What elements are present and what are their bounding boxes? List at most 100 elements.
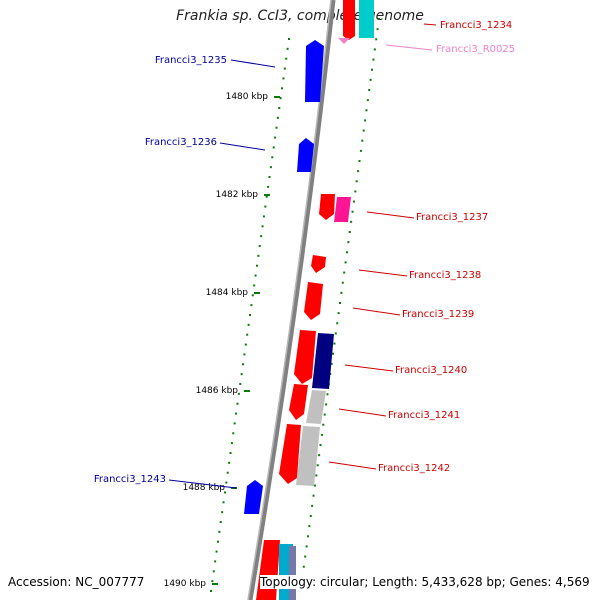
tick-dot — [308, 525, 311, 528]
tick-dot — [344, 261, 347, 264]
tick-dot — [364, 119, 367, 122]
tick-dot — [376, 28, 379, 31]
gene-label[interactable]: Francci3_1237 — [416, 212, 488, 223]
tick-dot — [341, 281, 344, 284]
tick-dot — [369, 78, 372, 81]
tick-dot — [218, 530, 221, 533]
gene-label[interactable]: Francci3_1239 — [402, 309, 474, 320]
tick-dot — [223, 491, 226, 494]
tick-dot — [351, 210, 354, 213]
tick-dot — [262, 215, 265, 218]
scale-label: 1480 kbp — [226, 92, 269, 102]
tick-dot — [340, 291, 343, 294]
gene-label[interactable]: Francci3_1242 — [378, 463, 450, 474]
gene-francci3-1237[interactable] — [319, 194, 335, 220]
gene-label[interactable]: Francci3_1240 — [395, 365, 467, 376]
tick-dot — [306, 535, 309, 538]
tick-dot — [226, 471, 229, 474]
tick-dot — [323, 413, 326, 416]
tick-dot — [361, 139, 364, 142]
gene-francci3-1238[interactable] — [311, 255, 326, 273]
tick-dot — [216, 540, 219, 543]
rna-feature-1237[interactable] — [334, 197, 351, 222]
tick-dot — [368, 89, 371, 91]
tick-dot — [282, 77, 285, 80]
tick-dot — [345, 251, 348, 254]
tick-dot — [326, 393, 329, 396]
tick-dot — [249, 314, 251, 316]
tick-dot — [269, 166, 272, 169]
tick-dot — [313, 484, 316, 487]
tick-dot — [233, 422, 236, 425]
tick-dot — [333, 342, 336, 345]
gene-francci3-1234[interactable] — [343, 0, 355, 40]
tick-dot — [243, 353, 246, 356]
gene-label[interactable]: Francci3_1238 — [409, 270, 481, 281]
label-leader-line — [168, 479, 237, 489]
pseudo-gene-1242[interactable] — [296, 426, 320, 486]
tick-dot — [343, 271, 346, 274]
gene-label[interactable]: Francci3_1236 — [145, 137, 217, 148]
tick-dot — [215, 550, 218, 553]
tick-dot — [375, 38, 378, 41]
tick-dot — [334, 332, 337, 335]
gene-francci3-1243[interactable] — [244, 480, 263, 514]
tick-dot — [255, 264, 258, 267]
gene-label[interactable]: Francci3_1241 — [388, 410, 460, 421]
tick-dot — [212, 570, 215, 573]
gene-francci3-1240-dark[interactable] — [312, 333, 334, 389]
tick-dot — [242, 363, 245, 366]
tick-dot — [357, 170, 360, 173]
pseudo-gene-1241[interactable] — [306, 390, 326, 424]
gene-francci3-1240[interactable] — [294, 330, 316, 384]
accession-label: Accession: NC_007777 — [8, 575, 145, 589]
tick-dot — [286, 47, 289, 50]
tick-dot — [339, 302, 341, 304]
tick-dot — [221, 511, 224, 514]
tick-dot — [251, 294, 254, 297]
tick-dot — [311, 504, 314, 507]
tick-dot — [371, 68, 374, 71]
tick-dot — [253, 284, 256, 287]
gene-label[interactable]: Francci3_1235 — [155, 55, 227, 66]
tick-dot — [232, 432, 235, 435]
tick-dot — [358, 160, 361, 162]
tick-dot — [348, 231, 351, 233]
tick-dot — [347, 241, 350, 244]
gene-label[interactable]: Francci3_1243 — [94, 474, 166, 485]
tick-dot — [330, 362, 333, 365]
tick-dot — [246, 333, 249, 336]
gene-francci3-1241[interactable] — [289, 384, 308, 420]
scale-label: 1482 kbp — [216, 190, 259, 200]
label-leader-line — [423, 23, 437, 26]
gene-label[interactable]: Francci3_1234 — [440, 20, 512, 31]
topology-label: Topology: circular; Length: 5,433,628 bp… — [260, 575, 590, 589]
tick-dot — [272, 146, 275, 149]
label-leader-line — [344, 364, 394, 372]
tick-dot — [319, 444, 322, 446]
tick-dot — [235, 412, 238, 415]
tick-dot — [257, 254, 260, 257]
gene-francci3-1242[interactable] — [279, 424, 301, 484]
tick-dot — [312, 494, 315, 497]
tick-dot — [288, 38, 290, 40]
label-leader-line — [338, 408, 387, 417]
gene-label[interactable]: Francci3_R0025 — [436, 44, 515, 55]
tick-dot — [275, 126, 278, 129]
label-leader-line — [328, 461, 377, 470]
tick-dot — [244, 343, 247, 346]
scale-axis: 1480 kbp 1482 kbp 1484 kbp 1486 kbp 1488 kbp… — [164, 92, 280, 589]
tick-dot — [372, 58, 375, 61]
tick-dot — [285, 57, 288, 60]
gene-francci3-1236[interactable] — [297, 138, 314, 172]
tick-dot — [337, 312, 340, 315]
gene-francci3-1235[interactable] — [305, 40, 324, 102]
tick-dot — [254, 274, 257, 277]
rna-francci3-r0025[interactable] — [338, 38, 350, 44]
tick-dot — [322, 423, 325, 426]
tick-dot — [279, 97, 282, 100]
label-leader-line — [230, 59, 276, 68]
gene-francci3-1239[interactable] — [304, 282, 323, 320]
tick-dot — [309, 515, 312, 517]
tick-dot — [230, 442, 233, 445]
